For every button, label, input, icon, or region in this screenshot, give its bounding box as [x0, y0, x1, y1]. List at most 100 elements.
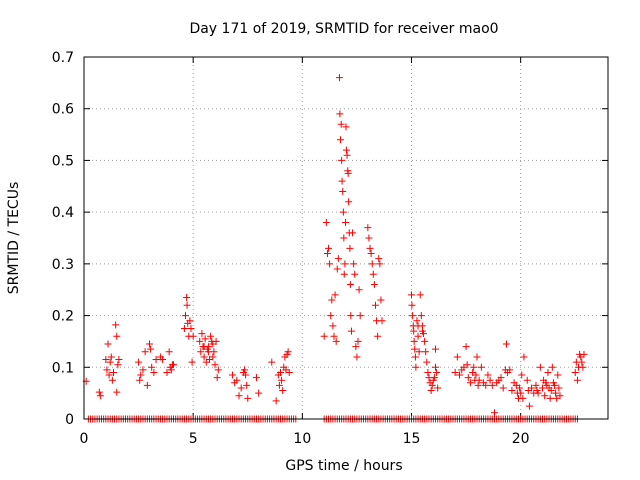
data-point: [422, 348, 430, 356]
data-point: [200, 343, 208, 351]
data-point: [336, 110, 344, 118]
data-point: [187, 325, 195, 332]
x-tick-label: 10: [293, 431, 311, 447]
data-point: [502, 340, 510, 348]
data-point: [432, 345, 440, 353]
data-point: [410, 337, 418, 345]
data-point: [408, 301, 416, 309]
data-point: [196, 337, 204, 345]
data-point: [352, 343, 360, 351]
data-point: [189, 332, 197, 340]
axis-ticks: 0 5 10 15 20 0 0.1 0.2 0.3 0.4 0.5 0.6 0.7: [52, 50, 608, 447]
data-point: [180, 325, 188, 332]
data-point: [579, 363, 587, 371]
data-point: [323, 250, 331, 258]
data-point: [462, 343, 470, 351]
data-point: [414, 332, 422, 340]
data-point: [137, 371, 145, 379]
data-point: [546, 394, 554, 402]
data-point: [108, 376, 116, 384]
data-point: [237, 384, 245, 392]
data-point: [499, 384, 507, 392]
data-point: [329, 322, 337, 330]
data-point: [143, 381, 151, 389]
data-point: [580, 350, 588, 358]
data-point: [214, 366, 222, 374]
x-tick-label: 15: [403, 431, 421, 447]
data-point: [186, 317, 194, 325]
data-point: [474, 381, 482, 389]
data-point: [497, 374, 505, 382]
data-point: [366, 244, 374, 252]
data-point: [506, 366, 514, 374]
data-point: [338, 156, 346, 164]
x-tick-label: 5: [189, 431, 198, 447]
data-point: [421, 337, 429, 345]
y-tick-label: 0.5: [52, 153, 74, 169]
data-point: [342, 218, 350, 226]
data-point: [554, 371, 562, 379]
data-point: [344, 169, 352, 177]
data-point: [374, 332, 382, 340]
data-point: [200, 353, 208, 361]
x-tick-label: 0: [80, 431, 89, 447]
data-point: [541, 392, 549, 400]
data-point: [339, 187, 347, 195]
data-point: [285, 368, 293, 376]
y-axis-title: SRMTID / TECUs: [6, 182, 22, 295]
y-tick-label: 0.3: [52, 257, 74, 273]
chart-title: Day 171 of 2019, SRMTID for receiver mao…: [189, 21, 498, 37]
data-point: [424, 368, 432, 376]
data-point: [326, 260, 334, 268]
data-point: [551, 381, 559, 389]
data-point: [547, 387, 555, 395]
data-point: [115, 356, 123, 364]
data-point: [375, 255, 383, 263]
data-point: [255, 389, 263, 397]
data-point: [484, 371, 492, 379]
data-point: [182, 312, 190, 320]
data-point: [430, 374, 438, 382]
y-tick-label: 0.2: [52, 309, 74, 325]
data-point: [183, 301, 191, 309]
data-point: [548, 363, 556, 371]
data-point: [235, 392, 243, 400]
data-point: [353, 353, 361, 361]
data-point: [113, 332, 121, 340]
data-point: [106, 358, 114, 366]
data-point: [104, 340, 112, 348]
data-point: [539, 384, 546, 392]
data-point: [103, 366, 111, 374]
data-point: [413, 317, 421, 325]
data-point: [240, 366, 248, 374]
data-point: [356, 312, 364, 320]
data-point: [517, 389, 525, 397]
data-point: [414, 322, 422, 330]
data-point: [233, 376, 241, 384]
data-point: [279, 387, 287, 395]
data-point: [466, 379, 474, 387]
data-point: [573, 376, 581, 384]
data-point: [209, 353, 217, 361]
data-point: [201, 335, 209, 343]
data-point: [378, 317, 386, 325]
data-point: [114, 361, 122, 369]
y-tick-label: 0.6: [52, 102, 74, 118]
data-point: [342, 123, 350, 131]
data-point: [141, 348, 149, 356]
data-point: [470, 363, 478, 371]
data-point: [486, 376, 494, 384]
x-tick-label: 20: [512, 431, 530, 447]
data-point: [159, 356, 167, 364]
data-point: [139, 366, 147, 374]
data-point: [163, 368, 171, 376]
data-point: [112, 321, 120, 329]
data-point: [534, 389, 542, 397]
data-point: [482, 381, 490, 389]
data-point: [345, 198, 353, 206]
data-point: [368, 260, 376, 268]
data-point: [354, 337, 362, 345]
data-point: [369, 270, 377, 278]
data-point: [365, 234, 373, 242]
